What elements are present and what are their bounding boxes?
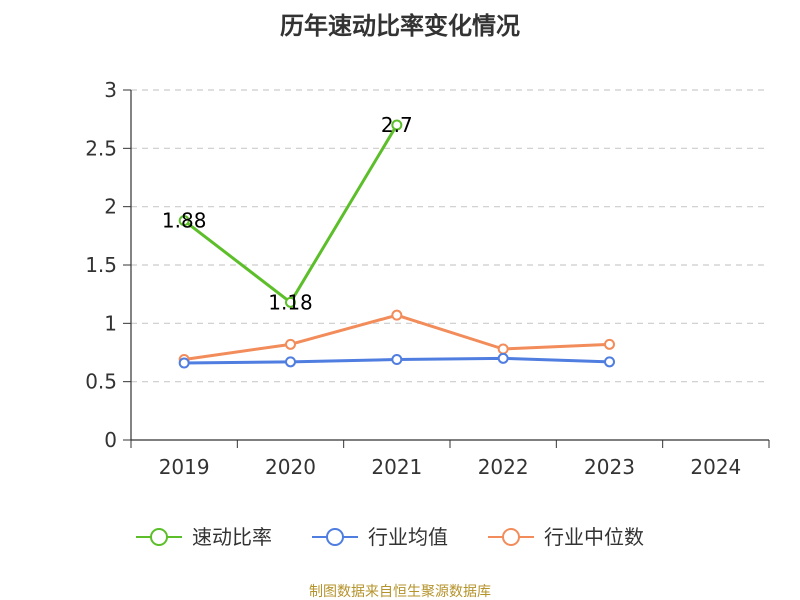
series-group: 1.88 1.18 2.7 — [162, 113, 615, 369]
data-point — [391, 309, 403, 321]
x-tick-label: 2019 — [159, 455, 210, 479]
x-tick-label: 2023 — [584, 455, 635, 479]
y-tick-label: 3 — [104, 78, 117, 102]
legend-swatch-marker — [326, 528, 344, 546]
chart-title: 历年速动比率变化情况 — [280, 12, 520, 40]
legend[interactable]: 速动比率 行业均值 行业中位数 — [136, 525, 644, 549]
y-tick-label: 0 — [104, 428, 117, 452]
x-tick-label: 2020 — [265, 455, 316, 479]
y-tick-label: 1.5 — [85, 253, 117, 277]
data-label: 1.88 — [162, 209, 207, 233]
series-2 — [178, 352, 615, 369]
y-tick-label: 0.5 — [85, 370, 117, 394]
data-point — [604, 356, 615, 368]
data-point — [285, 356, 296, 368]
legend-swatch-marker — [150, 528, 168, 546]
legend-item-1[interactable]: 速动比率 — [136, 525, 272, 549]
x-tick-label: 2022 — [478, 455, 529, 479]
source-note: 制图数据来自恒生聚源数据库 — [309, 584, 491, 600]
data-point — [285, 296, 296, 308]
y-tick-label: 2 — [104, 195, 117, 219]
data-point — [391, 354, 403, 365]
legend-label: 行业均值 — [368, 525, 448, 549]
y-tick-label: 2.5 — [85, 136, 117, 160]
data-label: 1.18 — [268, 290, 313, 314]
x-tick-label: 2021 — [371, 455, 422, 479]
data-point — [604, 338, 615, 350]
series-3 — [178, 309, 615, 365]
series-line — [183, 313, 610, 361]
axes: 0 0.5 1 1.5 2 2.5 3 2019 2020 2021 2022 2023 2024 — [85, 78, 770, 479]
data-point — [285, 338, 296, 350]
x-tick-label: 2024 — [690, 455, 741, 479]
legend-label: 速动比率 — [192, 525, 272, 549]
data-point — [391, 119, 403, 131]
legend-item-3[interactable]: 行业中位数 — [488, 525, 644, 549]
data-point — [178, 215, 190, 227]
series-1: 1.88 1.18 2.7 — [162, 113, 413, 314]
series-line — [183, 124, 399, 304]
legend-item-2[interactable]: 行业均值 — [312, 525, 448, 549]
legend-label: 行业中位数 — [544, 525, 644, 549]
grid-lines — [131, 89, 769, 383]
legend-swatch-marker — [502, 528, 520, 546]
data-point — [178, 357, 190, 369]
data-point — [497, 352, 509, 364]
y-tick-label: 1 — [104, 311, 117, 335]
data-point — [497, 343, 509, 355]
data-label: 2.7 — [381, 113, 413, 137]
